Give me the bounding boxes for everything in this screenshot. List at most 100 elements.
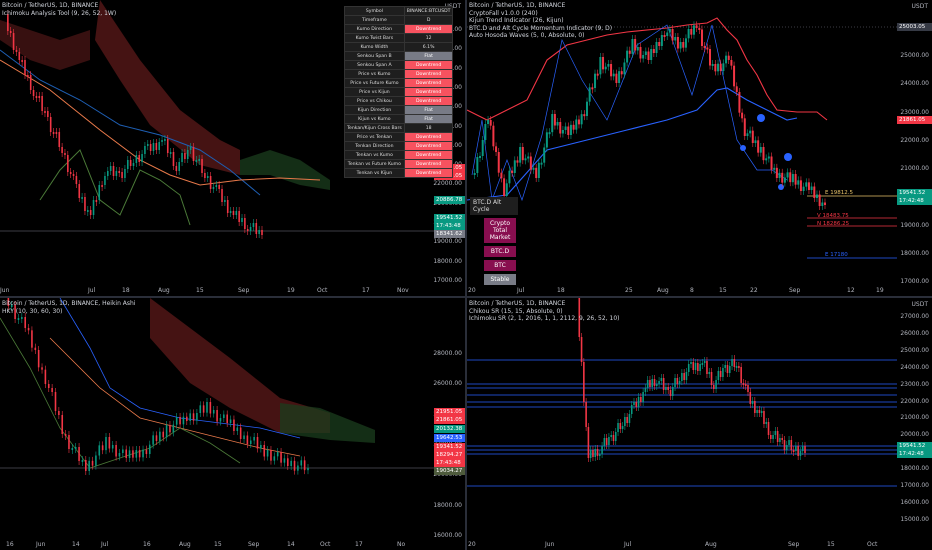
candle-body [155, 435, 158, 441]
candle-body [650, 49, 653, 60]
candle-body [7, 14, 9, 31]
btcd-cycle-button[interactable]: BTC [484, 260, 516, 271]
candle-body [126, 160, 129, 169]
candle-body [545, 132, 548, 148]
candle-body [749, 392, 752, 404]
annotation-e-upper: E 19812.5 [825, 190, 853, 196]
candles-bottom-right [578, 298, 806, 462]
candle-body [249, 440, 252, 444]
candle-body [152, 435, 154, 445]
candle-body [516, 160, 519, 163]
candle-body [617, 423, 619, 432]
candle-body [690, 29, 693, 35]
candle-body [652, 49, 655, 53]
price-tick-label: 19000.00 [433, 238, 462, 246]
candle-body [88, 460, 90, 471]
candle-body [628, 50, 631, 54]
info-key: Kumo Twist Bars [344, 33, 405, 43]
candle-body [666, 32, 669, 36]
candle-body [628, 414, 631, 423]
candle-body [141, 154, 143, 162]
btcd-cycle-button[interactable]: Stable [484, 274, 516, 285]
header-bottom-right: Bitcoin / TetherUS, 1D, BINANCE Chikou S… [469, 300, 619, 323]
candle-body [47, 111, 49, 117]
candle-body [621, 426, 624, 429]
indicator-title: CryptoFall v1.0.0 (240) [469, 9, 538, 17]
candle-body [497, 152, 500, 173]
horizontal-divider[interactable] [0, 296, 932, 298]
candle-body [219, 418, 222, 422]
price-tick-label: 17000.00 [900, 278, 929, 286]
time-tick-label: 19 [876, 287, 884, 294]
candle-body [639, 47, 642, 59]
chart-top-right[interactable]: E 19812.5 V 18483.75 N 18286.25 E 17180 [467, 0, 897, 284]
annotation-e-lower: E 17180 [825, 252, 848, 258]
time-tick-label: Jul [101, 541, 109, 548]
candle-body [280, 452, 282, 463]
price-tick-label: 16000.00 [433, 531, 462, 539]
candle-body [175, 166, 178, 171]
price-tag: 17:43:48 [434, 222, 465, 230]
candle-body [68, 435, 70, 449]
vertical-divider[interactable] [465, 0, 467, 550]
candle-body [21, 60, 23, 62]
price-tick-label: 25000.00 [900, 52, 929, 59]
candle-body [98, 185, 101, 200]
price-axis-top-right[interactable]: USDT 25000.00 24000.00 23000.00 22000.00 210… [897, 0, 932, 296]
info-key: Price vs Chikou [344, 96, 405, 106]
candle-body [791, 174, 794, 183]
time-tick-label: Sep [238, 287, 250, 294]
btcd-title: BTC.D Alt Cycle [470, 197, 518, 215]
candle-body [706, 47, 709, 50]
info-key: Tenkan Direction [344, 141, 405, 151]
candle-body [290, 460, 292, 466]
candle-body [511, 170, 514, 173]
candle-body [270, 450, 272, 461]
candle-body [692, 25, 695, 35]
panel-bottom-right[interactable]: Bitcoin / TetherUS, 1D, BINANCE Chikou S… [467, 298, 932, 550]
candle-body [175, 417, 178, 425]
candle-body [124, 169, 126, 178]
time-tick-label: Oct [317, 287, 328, 294]
info-value: 6.1% [403, 42, 454, 52]
candle-body [567, 126, 570, 135]
candle-body [601, 446, 603, 454]
price-tag: 18294.27 [434, 451, 465, 459]
candle-body [619, 423, 622, 429]
time-tick-label: 22 [750, 287, 758, 294]
candle-body [703, 46, 706, 48]
panel-top-right[interactable]: E 19812.5 V 18483.75 N 18286.25 E 17180 … [467, 0, 932, 296]
candle-body [14, 305, 16, 319]
price-axis-bottom-right[interactable]: USDT 27000.00 26000.00 25000.00 24000.00 230… [897, 298, 932, 550]
candle-body [255, 223, 258, 234]
panel-top-left[interactable]: Bitcoin / TetherUS, 1D, BINANCE Ichimoku… [0, 0, 465, 296]
price-axis-bottom-left[interactable]: 28000.0026000.0024000.0022000.0020000.00… [433, 298, 465, 550]
annotation-n: N 18286.25 [817, 221, 850, 227]
btcd-cycle-button[interactable]: BTC.D [484, 246, 516, 257]
candle-body [24, 317, 26, 328]
info-row: Senkou Span B Flat [344, 51, 454, 61]
chart-top-left[interactable] [0, 0, 434, 284]
candle-body [101, 445, 104, 451]
candle-body [258, 230, 260, 234]
btcd-cycle-button[interactable]: Crypto Total Market [484, 218, 516, 243]
candle-body [492, 125, 495, 147]
candle-body [256, 437, 259, 449]
price-tag: 21861.05 [897, 116, 932, 124]
candle-body [216, 410, 218, 422]
chart-bottom-right[interactable] [467, 298, 897, 538]
info-value: Downtrend [403, 78, 454, 88]
candle-body [758, 410, 761, 413]
candle-body [58, 411, 60, 415]
chart-bottom-left[interactable] [0, 298, 434, 538]
candle-body [587, 427, 590, 458]
candle-body [115, 171, 118, 176]
time-tick-label: Oct [320, 541, 331, 548]
candle-body [735, 86, 738, 92]
info-value: Flat [403, 51, 454, 61]
panel-bottom-left[interactable]: Bitcoin / TetherUS, 1D, BINANCE, Heikin … [0, 298, 465, 550]
candle-body [276, 452, 279, 457]
candle-body [206, 176, 209, 178]
candle-body [260, 445, 262, 449]
candle-body [575, 119, 578, 130]
